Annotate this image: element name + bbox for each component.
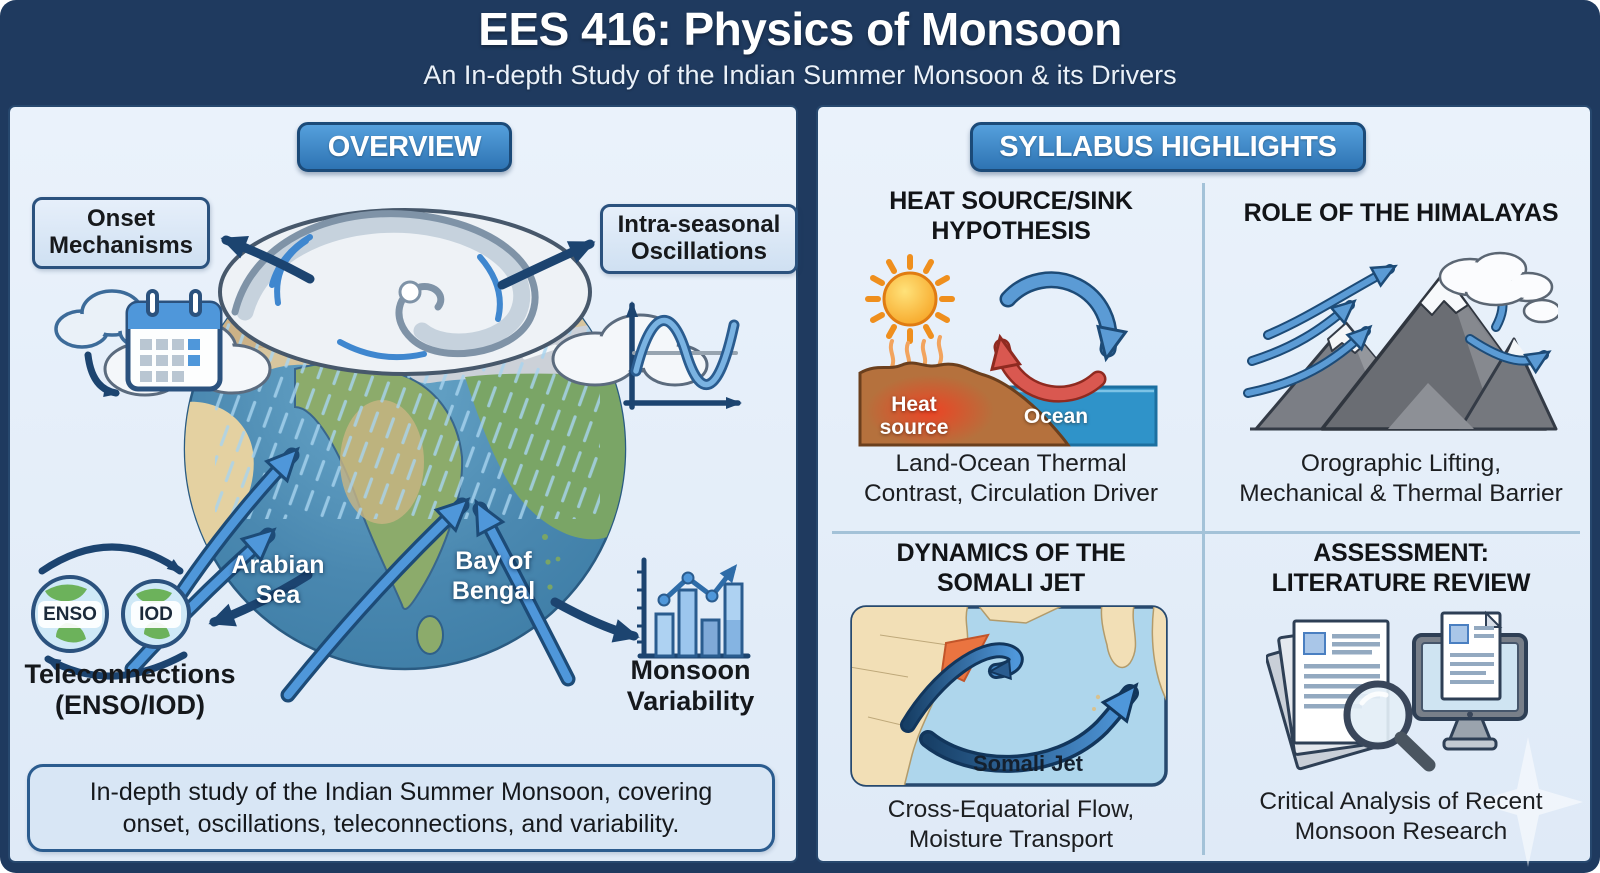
page-subtitle: An In-depth Study of the Indian Summer M… (423, 60, 1177, 90)
magnifier-icon (1343, 680, 1436, 772)
syllabus-panel: SYLLABUS HIGHLIGHTS HEAT SOURCE/SINK HYP… (816, 105, 1592, 867)
enso-label: ENSO (38, 601, 102, 628)
syllabus-section-title-label: SYLLABUS HIGHLIGHTS (999, 130, 1337, 163)
overview-section-title: OVERVIEW (297, 122, 512, 172)
heat-circulation-icon (858, 254, 1158, 447)
cloud-icon (1438, 251, 1558, 324)
overview-panel: OVERVIEW Onset Mechanisms Intra-seasonal… (8, 105, 798, 863)
somali-jet-label: Somali Jet (972, 751, 1084, 776)
sine-wave-icon (623, 301, 742, 410)
map-landmasses (852, 607, 1166, 785)
bar-chart-icon (637, 557, 751, 659)
literature-review-icon (1266, 610, 1528, 772)
q4-caption: Critical Analysis of Recent Monsoon Rese… (1259, 788, 1543, 845)
somali-jet-map-icon (850, 605, 1168, 787)
moisture-flow-arrows-icon (124, 446, 576, 703)
calendar-cloud-icon (54, 289, 223, 397)
ocean-label: Ocean (1023, 405, 1089, 428)
cyclone-icon (218, 208, 592, 376)
teleconnections-label: Teleconnections (ENSO/IOD) (24, 659, 236, 721)
orographic-arrows-icon (1243, 264, 1552, 398)
somali-jet-arrow-icon (900, 642, 1139, 773)
overview-illustration (31, 208, 751, 703)
overview-summary-text: In-depth study of the Indian Summer Mons… (89, 777, 713, 839)
q3-title: DYNAMICS OF THE SOMALI JET (896, 539, 1126, 597)
sun-icon (865, 254, 955, 344)
bay-of-bengal-label: Bay of Bengal (451, 547, 536, 605)
connector-arrows (208, 235, 640, 643)
iod-label: IOD (131, 601, 181, 628)
overview-section-title-label: OVERVIEW (327, 130, 482, 163)
header: EES 416: Physics of Monsoon An In-depth … (0, 0, 1600, 103)
q4-title: ASSESSMENT: LITERATURE REVIEW (1271, 539, 1531, 597)
mountains (1254, 271, 1558, 431)
node-intraseasonal-oscillations: Intra-seasonal Oscillations (600, 204, 798, 274)
q1-title: HEAT SOURCE/SINK HYPOTHESIS (889, 187, 1133, 245)
quadrant-divider-horizontal (832, 531, 1580, 534)
circulation-arrows-icon (990, 271, 1129, 403)
q1-caption: Land-Ocean Thermal Contrast, Circulation… (863, 450, 1159, 507)
overview-summary: In-depth study of the Indian Summer Mons… (27, 764, 775, 852)
q2-caption: Orographic Lifting, Mechanical & Thermal… (1239, 450, 1563, 507)
monsoon-variability-label: Monsoon Variability (626, 655, 755, 717)
q3-caption: Cross-Equatorial Flow, Moisture Transpor… (887, 796, 1135, 853)
quadrant-divider-vertical (1202, 183, 1205, 855)
syllabus-section-title: SYLLABUS HIGHLIGHTS (970, 122, 1366, 172)
monitor-icon (1412, 610, 1528, 751)
q2-title: ROLE OF THE HIMALAYAS (1243, 199, 1559, 227)
enso-iod-cycle-arrows (38, 543, 188, 680)
page-title: EES 416: Physics of Monsoon (478, 3, 1122, 55)
himalayas-icon (1243, 251, 1558, 431)
screen-document-icon (1440, 610, 1503, 701)
heat-source-label: Heat source (879, 393, 949, 440)
land-block (858, 361, 1071, 447)
node-onset-mechanisms: Onset Mechanisms (32, 197, 210, 269)
arabian-sea-label: Arabian Sea (231, 551, 325, 609)
